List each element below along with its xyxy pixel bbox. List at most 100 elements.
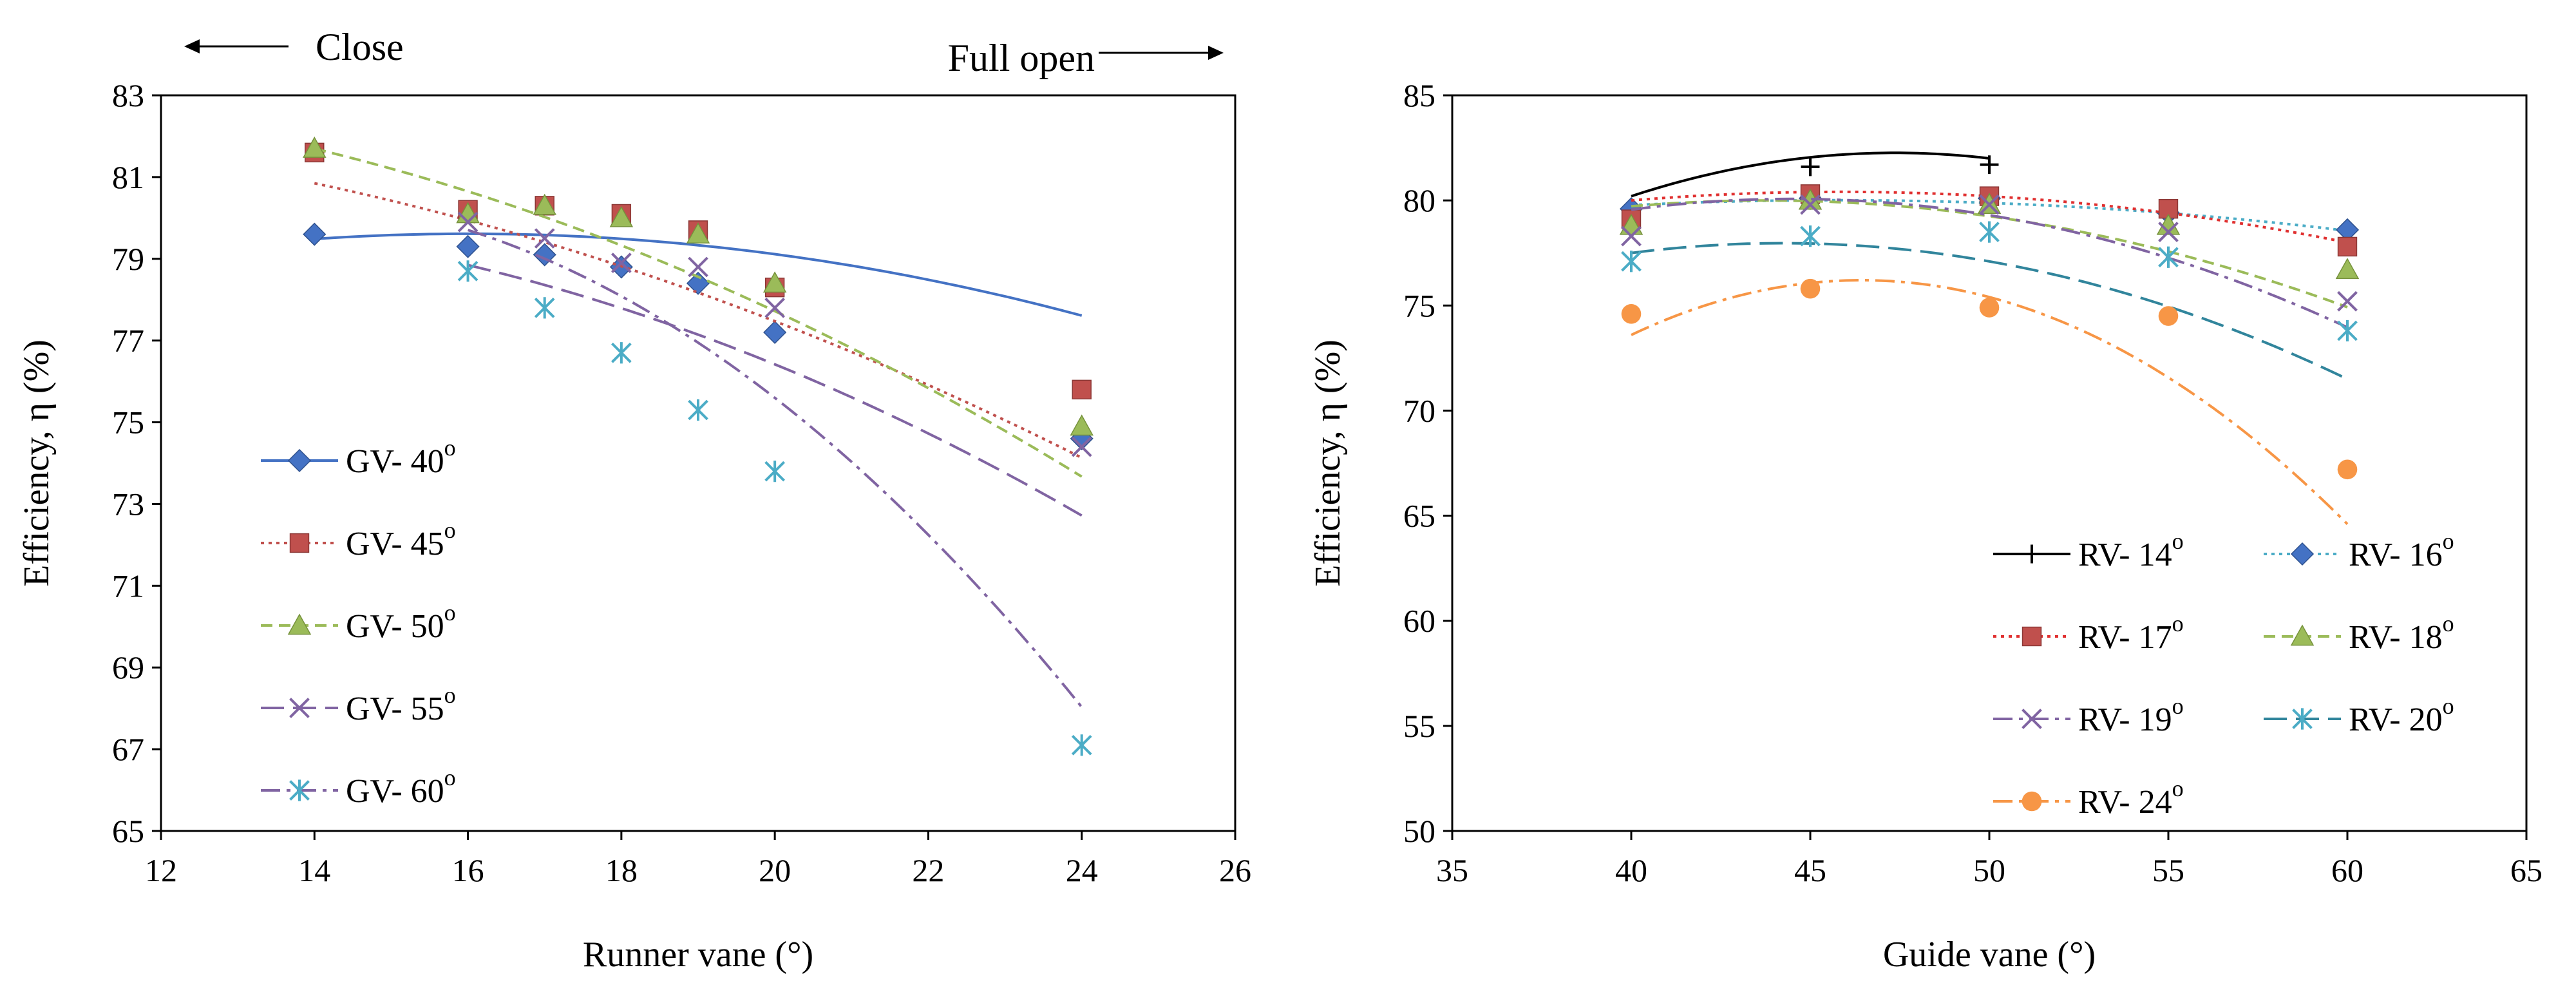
data-point-gv-55 [457,211,478,233]
data-point-rv-19 [1800,194,1821,215]
full-open-arrow-head [1208,46,1224,60]
y-tick-label: 60 [1403,603,1435,639]
y-tick-label: 55 [1403,708,1435,744]
data-point-rv-19 [1621,225,1642,247]
legend-marker-gv-50 [287,613,312,635]
data-point-gv-40 [456,234,480,258]
legend-marker-rv-19 [2022,709,2042,729]
data-point-gv-50 [609,205,634,227]
legend-label-rv-14: RV- 14o [2078,528,2184,573]
y-tick-label: 77 [112,323,144,359]
data-point-rv-20 [1979,221,2000,243]
x-tick-label: 20 [759,852,791,888]
legend-label-text: GV- 60 [346,773,444,810]
right-chart: 35 40 45 50 55 60 65 50 55 60 65 70 75 80 85 Guide vane… [1308,77,2543,975]
y-tick-label: 65 [1403,498,1435,534]
legend-label-text: GV- 45 [346,526,444,562]
y-tick-label: 75 [1403,287,1435,323]
data-point-gv-60 [457,260,478,282]
legend-marker-rv-16 [2290,542,2315,566]
legend-label-rv-24: RV- 24o [2078,776,2184,821]
data-point-gv-60 [1071,734,1092,756]
data-point-rv-17 [2337,236,2358,257]
data-point-gv-40 [303,222,327,246]
legend-degree-sign: o [444,600,456,625]
data-point-gv-45 [1072,379,1092,399]
legend-degree-sign: o [444,517,456,543]
x-tick-label: 14 [298,852,330,888]
data-point-rv-20 [1800,225,1821,247]
legend-degree-sign: o [444,765,456,790]
x-tick-label: 50 [1973,852,2005,888]
legend-degree-sign: o [2172,528,2184,554]
left-chart: 12 14 16 18 20 22 24 26 65 67 69 71 73 75 77 79 81 83 Runn… [17,26,1251,975]
plot-area-frame [160,94,1236,832]
y-tick-label: 50 [1403,813,1435,849]
data-point-gv-50 [533,193,556,215]
series-gv-50 [303,136,1094,478]
data-point-gv-55 [611,253,632,273]
data-point-rv-18 [2156,213,2181,235]
data-point-rv-24 [2337,459,2358,480]
data-point-rv-14 [1801,157,1820,176]
data-point-gv-55 [534,228,555,249]
legend-label-rv-18: RV- 18o [2349,611,2454,656]
legend-label-text: GV- 50 [346,608,444,645]
legend-degree-sign: o [444,682,456,708]
y-tick-label: 83 [112,77,144,113]
y-tick-label: 85 [1403,77,1435,113]
data-point-rv-19 [2158,222,2179,242]
legend-degree-sign: o [2443,528,2454,554]
legend-label-text: GV- 40 [346,443,444,480]
x-tick-label: 65 [2510,852,2543,888]
y-tick-label: 67 [112,731,144,767]
y-tick-label: 73 [112,486,144,522]
close-arrow-head [184,39,200,53]
data-point-gv-40 [763,320,787,345]
legend-marker-rv-14 [2022,544,2041,564]
data-point-rv-20 [2337,320,2358,342]
trend-line-rv-24 [1631,278,2349,526]
data-point-gv-60 [534,297,555,319]
x-axis-title: Runner vane (°) [583,935,813,975]
y-tick-label: 80 [1403,182,1435,218]
legend-marker-rv-20 [2292,708,2313,730]
legend-label-text: RV- 18 [2349,619,2443,656]
data-point-gv-50 [303,136,327,158]
legend-marker-rv-18 [2290,624,2315,646]
series-rv-18 [1619,188,2360,309]
series-rv-20 [1621,221,2358,381]
data-point-rv-14 [1980,155,1999,175]
data-point-gv-55 [1071,436,1092,457]
data-point-rv-20 [2158,246,2179,268]
legend-marker-rv-24 [2022,791,2042,812]
legend-degree-sign: o [2172,776,2184,801]
data-point-gv-60 [611,342,632,364]
legend-label-gv-50: GV- 50o [346,600,456,645]
legend-label-text: RV- 24 [2078,784,2172,821]
legend-label-gv-40: GV- 40o [346,435,456,480]
legend-label-text: RV- 17 [2078,619,2172,656]
x-tick-label: 40 [1615,852,1647,888]
trend-line-gv-60 [467,229,1083,708]
trend-line-rv-18 [1631,199,2348,309]
data-point-rv-24 [2158,306,2179,326]
legend-label-text: RV- 19 [2078,701,2172,738]
data-point-gv-60 [764,461,786,482]
legend-label-text: RV- 20 [2349,701,2443,738]
legend-marker-rv-17 [2022,626,2042,647]
data-point-gv-55 [688,256,708,278]
y-axis-title: Efficiency, η (%) [17,339,57,587]
series-rv-24 [1621,278,2358,526]
data-point-gv-60 [688,399,708,421]
trend-line-gv-55 [468,263,1083,517]
y-tick-label: 79 [112,241,144,277]
x-axis-title: Guide vane (°) [1883,935,2096,975]
close-label: Close [316,26,404,68]
legend-label-text: RV- 16 [2349,537,2443,573]
series-gv-55 [457,211,1092,517]
full-open-label: Full open [948,37,1095,79]
